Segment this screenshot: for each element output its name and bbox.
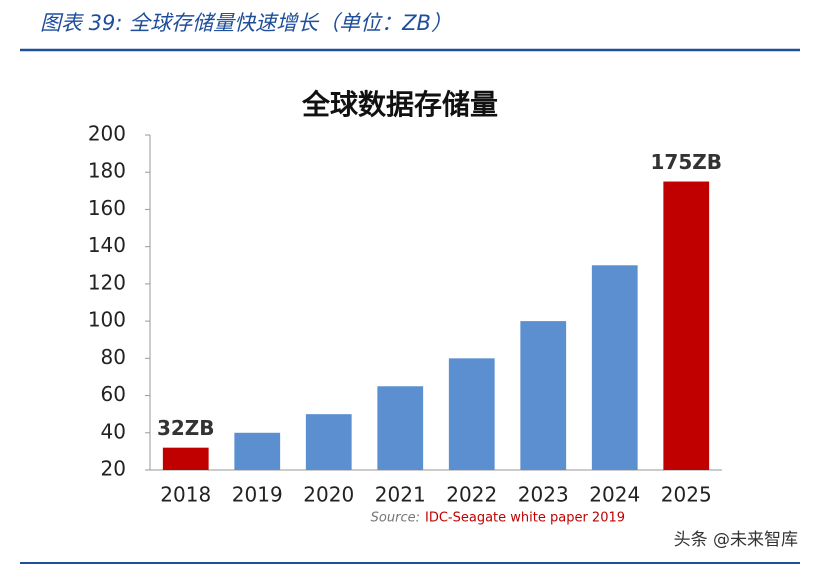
y-tick-label: 60 <box>101 382 126 406</box>
y-tick-label: 40 <box>101 419 126 443</box>
bar <box>591 265 638 470</box>
x-tick-label: 2022 <box>446 483 497 507</box>
bar <box>448 358 495 470</box>
x-tick-label: 2023 <box>518 483 569 507</box>
figure-caption: 图表 39: 全球存储量快速增长（单位：ZB） <box>40 11 452 35</box>
bar <box>520 321 567 470</box>
data-label: 175ZB <box>651 150 723 174</box>
x-tick-label: 2018 <box>160 483 211 507</box>
y-tick-label: 100 <box>88 308 126 332</box>
source-label: Source: <box>371 511 420 526</box>
x-tick-label: 2025 <box>661 483 712 507</box>
x-tick-label: 2021 <box>375 483 426 507</box>
y-tick-label: 80 <box>101 345 126 369</box>
chart-title: 全球数据存储量 <box>301 88 498 121</box>
bar <box>305 414 352 470</box>
y-tick-label: 180 <box>88 159 126 183</box>
data-label: 32ZB <box>157 416 215 440</box>
x-tick-label: 2020 <box>303 483 354 507</box>
watermark: 头条 @未来智库 <box>674 530 798 550</box>
source: IDC-Seagate white paper 2019 <box>425 511 625 526</box>
y-tick-label: 140 <box>88 233 126 257</box>
bar <box>234 432 281 470</box>
bar <box>377 386 424 470</box>
y-tick-label: 160 <box>88 196 126 220</box>
y-tick-label: 200 <box>88 122 126 146</box>
bar <box>162 447 209 470</box>
x-tick-label: 2024 <box>589 483 640 507</box>
bar <box>663 181 710 470</box>
y-tick-label: 120 <box>88 270 126 294</box>
y-tick-label: 20 <box>101 457 126 481</box>
x-tick-label: 2019 <box>232 483 283 507</box>
